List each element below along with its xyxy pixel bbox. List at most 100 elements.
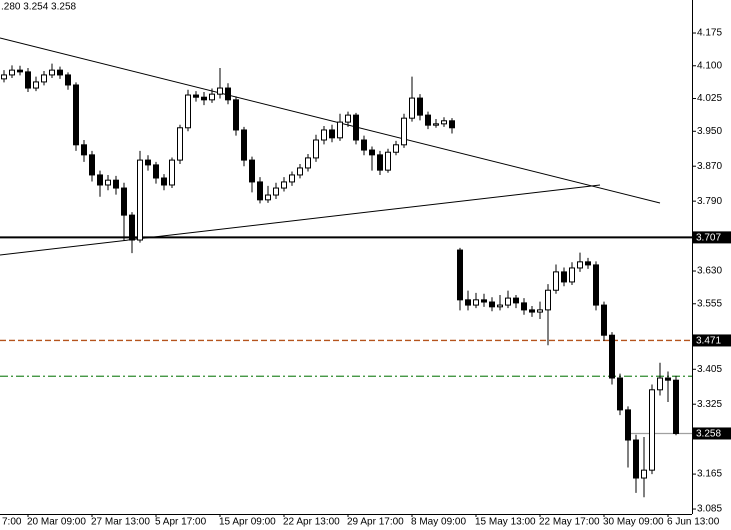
candle-body [529,309,535,313]
level-label: 3.258 [696,429,721,440]
y-tick-label: 4.025 [697,93,722,104]
candle-body [321,129,327,141]
candle-body [97,174,103,186]
candle-body [497,304,503,308]
candle-body [33,81,39,89]
candle-body [617,377,623,411]
candle-body [49,69,55,76]
candle-body [105,179,111,186]
candle-body [393,144,399,153]
y-tick-label: 3.790 [697,196,722,207]
x-tick-label: 22 Apr 13:00 [283,517,340,528]
candle-body [553,271,559,291]
y-tick-label: 3.405 [697,364,722,375]
candle-body [233,99,239,131]
candle-body [113,179,119,189]
candle-body [537,309,543,313]
candle-body [465,299,471,306]
candle-body [449,120,455,129]
candle-body [657,377,663,391]
x-tick-label: 8 May 09:00 [411,517,466,528]
y-tick-label: 3.950 [697,126,722,137]
x-tick-label: 15 May 13:00 [475,517,536,528]
candle-body [1,74,7,80]
candle-body [377,154,383,171]
candle-body [345,114,351,123]
level-label: 3.471 [696,336,721,347]
candle-body [649,389,655,471]
y-tick-label: 3.165 [697,469,722,480]
candle-body [353,114,359,141]
ohlc-info: .280 3.254 3.258 [1,2,77,13]
candle-body [369,149,375,156]
trend-line [0,37,661,204]
candle-body [641,469,647,479]
candle-body [273,187,279,196]
x-tick-label: 6 Jun 13:00 [667,517,720,528]
candle-body [633,439,639,479]
candle-body [161,177,167,186]
candle-body [545,289,551,311]
candle-body [673,379,679,434]
candle-body [281,181,287,189]
candle-body [137,159,143,241]
candle-body [185,94,191,129]
candle-body [337,121,343,139]
candle-body [57,69,63,76]
x-tick-label: 27 Mar 13:00 [91,517,150,528]
candle-body [665,377,671,381]
x-tick-label: 7:00 [2,517,22,528]
candle-body [625,409,631,441]
candle-body [17,69,23,73]
candle-body [9,69,15,76]
candle-body [169,159,175,186]
candle-body [417,97,423,116]
candle-body [73,84,79,146]
candle-body [177,127,183,161]
level-label-box [693,427,731,440]
candle-body [81,144,87,156]
candle-body [249,159,255,183]
candle-body [401,117,407,146]
candle-body [41,74,47,83]
candle-body [601,304,607,336]
candle-body [329,129,335,139]
candle-body [361,139,367,151]
candle-body [193,94,199,98]
y-tick-label: 3.870 [697,161,722,172]
candle-body [473,299,479,306]
candle-body [425,114,431,126]
candle-body [481,299,487,303]
candle-body [65,74,71,86]
level-label: 3.707 [696,233,721,244]
y-tick-label: 3.325 [697,399,722,410]
candle-body [513,297,519,304]
x-tick-label: 22 May 17:00 [539,517,600,528]
level-label-box [693,334,731,347]
candle-body [297,167,303,176]
candle-body [225,87,231,101]
candle-body [433,123,439,126]
candle-body [217,87,223,95]
x-tick-label: 29 Apr 17:00 [347,517,404,528]
y-tick-label: 4.175 [697,28,722,39]
candle-body [129,214,135,241]
candle-body [593,264,599,306]
candle-body [25,71,31,89]
candle-body [505,297,511,306]
y-tick-label: 4.100 [697,60,722,71]
candle-body [609,334,615,379]
y-tick-label: 3.085 [697,504,722,515]
candle-body [409,97,415,119]
x-tick-label: 20 Mar 09:00 [27,517,86,528]
candle-body [585,261,591,266]
candle-body [89,154,95,176]
candle-body [569,267,575,283]
candle-body [577,261,583,269]
candle-body [489,301,495,308]
x-tick-label: 30 May 09:00 [603,517,664,528]
candle-body [305,157,311,169]
